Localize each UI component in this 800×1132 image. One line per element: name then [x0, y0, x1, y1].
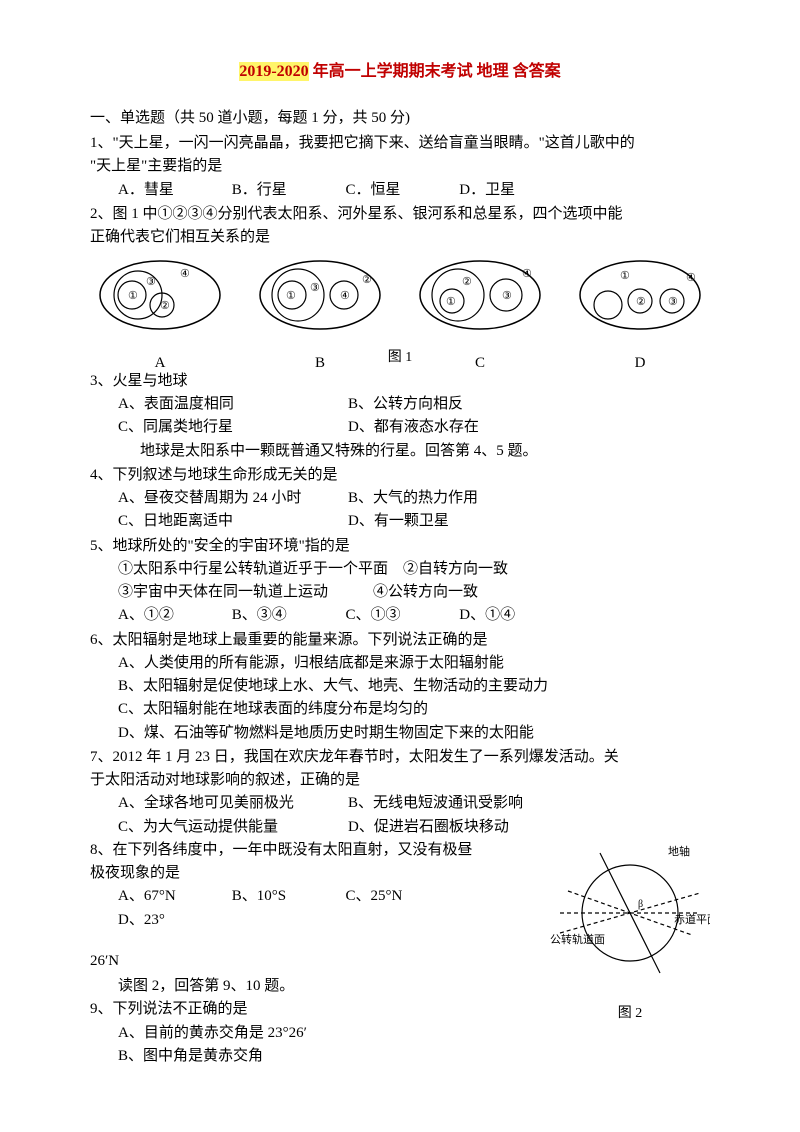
q3-opt-c: C、同属类地行星	[118, 416, 348, 439]
q4-stem: 4、下列叙述与地球生命形成无关的是	[90, 464, 710, 487]
q4-opt-c: C、日地距离适中	[118, 510, 348, 533]
q1-opt-c: C．恒星	[346, 179, 456, 202]
venn-d-label: D	[570, 352, 710, 375]
q7: 7、2012 年 1 月 23 日，我国在欢庆龙年春节时，太阳发生了一系列爆发活…	[90, 746, 710, 839]
q5-opt-d: D、①④	[459, 604, 569, 627]
q2-line2: 正确代表它们相互关系的是	[90, 226, 710, 249]
q3-options: A、表面温度相同B、公转方向相反 C、同属类地行星D、都有液态水存在	[90, 393, 710, 440]
svg-text:②: ②	[462, 276, 472, 288]
q6-opt-d: D、煤、石油等矿物燃料是地质历史时期生物固定下来的太阳能	[90, 722, 710, 745]
q3-opt-d: D、都有液态水存在	[348, 416, 578, 439]
venn-c-label: C	[410, 352, 550, 375]
q3-opt-b: B、公转方向相反	[348, 393, 578, 416]
q5-opt-a: A、①②	[118, 604, 228, 627]
q6: 6、太阳辐射是地球上最重要的能量来源。下列说法正确的是 A、人类使用的所有能源，…	[90, 629, 710, 745]
q7-line1: 7、2012 年 1 月 23 日，我国在欢庆龙年春节时，太阳发生了一系列爆发活…	[90, 746, 710, 769]
svg-text:β: β	[638, 899, 643, 910]
q8-opt-c: C、25°N	[346, 885, 456, 908]
q7-opt-b: B、无线电短波通讯受影响	[348, 792, 578, 815]
venn-b: ① ③ ④ ② B	[250, 255, 390, 345]
q7-opt-d: D、促进岩石圈板块移动	[348, 816, 578, 839]
svg-text:地轴: 地轴	[668, 844, 690, 858]
title-rest: 年高一上学期期末考试 地理 含答案	[309, 62, 561, 81]
q4: 4、下列叙述与地球生命形成无关的是 A、昼夜交替周期为 24 小时B、大气的热力…	[90, 464, 710, 534]
venn-d: ① ② ③ ④ D	[570, 255, 710, 345]
svg-text:④: ④	[522, 268, 532, 280]
svg-text:②: ②	[636, 296, 646, 308]
figure1-row: ① ② ③ ④ A ① ③ ④ ② B ① ② ③ ④	[90, 255, 710, 345]
q4-opt-d: D、有一颗卫星	[348, 510, 578, 533]
svg-text:③: ③	[146, 276, 156, 288]
q9-opt-b: B、图中角是黄赤交角	[90, 1045, 710, 1068]
q6-opt-c: C、太阳辐射能在地球表面的纬度分布是均匀的	[90, 698, 710, 721]
q8-opt-b: B、10°S	[232, 885, 342, 908]
svg-text:公转轨道面: 公转轨道面	[550, 932, 605, 946]
svg-text:③: ③	[502, 290, 512, 302]
q4-opt-a: A、昼夜交替周期为 24 小时	[118, 487, 348, 510]
q5-line3: ③宇宙中天体在同一轨道上运动 ④公转方向一致	[90, 581, 710, 604]
q1-line2: "天上星"主要指的是	[90, 155, 710, 178]
svg-text:①: ①	[620, 270, 630, 282]
q6-opt-b: B、太阳辐射是促使地球上水、大气、地壳、生物活动的主要动力	[90, 675, 710, 698]
svg-text:④: ④	[180, 268, 190, 280]
q5-line2: ①太阳系中行星公转轨道近乎于一个平面 ②自转方向一致	[90, 558, 710, 581]
q3: 3、火星与地球 A、表面温度相同B、公转方向相反 C、同属类地行星D、都有液态水…	[90, 370, 710, 463]
svg-text:②: ②	[362, 274, 372, 286]
q6-stem: 6、太阳辐射是地球上最重要的能量来源。下列说法正确的是	[90, 629, 710, 652]
title-highlight: 2019-2020	[239, 62, 308, 81]
venn-c: ① ② ③ ④ C	[410, 255, 550, 345]
svg-text:赤道平面: 赤道平面	[674, 912, 710, 926]
q5-opt-b: B、③④	[232, 604, 342, 627]
q6-opt-a: A、人类使用的所有能源，归根结底都是来源于太阳辐射能	[90, 652, 710, 675]
q5-options: A、①② B、③④ C、①③ D、①④	[90, 604, 710, 627]
q1: 1、"天上星，一闪一闪亮晶晶，我要把它摘下来、送给盲童当眼睛。"这首儿歌中的 "…	[90, 132, 710, 202]
figure2: 地轴 公转轨道面 赤道平面 β 图 2	[550, 843, 710, 993]
q1-opt-d: D．卫星	[459, 179, 569, 202]
svg-text:③: ③	[668, 296, 678, 308]
svg-text:③: ③	[310, 282, 320, 294]
q8-block: 地轴 公转轨道面 赤道平面 β 图 2 8、在下列各纬度中，一年中既没有太阳直射…	[90, 839, 710, 1068]
q4-opt-b: B、大气的热力作用	[348, 487, 578, 510]
q1-opt-b: B．行星	[232, 179, 342, 202]
q7-opt-c: C、为大气运动提供能量	[118, 816, 348, 839]
q2-line1: 2、图 1 中①②③④分别代表太阳系、河外星系、银河系和总星系，四个选项中能	[90, 203, 710, 226]
q7-opt-a: A、全球各地可见美丽极光	[118, 792, 348, 815]
q5: 5、地球所处的"安全的宇宙环境"指的是 ①太阳系中行星公转轨道近乎于一个平面 ②…	[90, 535, 710, 628]
svg-text:④: ④	[686, 272, 696, 284]
svg-text:①: ①	[286, 290, 296, 302]
q2: 2、图 1 中①②③④分别代表太阳系、河外星系、银河系和总星系，四个选项中能 正…	[90, 203, 710, 250]
q1-options: A．彗星 B．行星 C．恒星 D．卫星	[90, 179, 710, 202]
q3-note: 地球是太阳系中一颗既普通又特殊的行星。回答第 4、5 题。	[90, 440, 710, 463]
venn-a-label: A	[90, 352, 230, 375]
q3-opt-a: A、表面温度相同	[118, 393, 348, 416]
venn-a: ① ② ③ ④ A	[90, 255, 230, 345]
figure2-caption: 图 2	[550, 1003, 710, 1025]
svg-text:①: ①	[128, 290, 138, 302]
svg-text:①: ①	[446, 296, 456, 308]
q5-opt-c: C、①③	[346, 604, 456, 627]
svg-text:②: ②	[160, 300, 170, 312]
venn-b-label: B	[250, 352, 390, 375]
q5-stem: 5、地球所处的"安全的宇宙环境"指的是	[90, 535, 710, 558]
q1-line1: 1、"天上星，一闪一闪亮晶晶，我要把它摘下来、送给盲童当眼睛。"这首儿歌中的	[90, 132, 710, 155]
q8-opt-d: D、23°	[118, 909, 228, 932]
q7-options: A、全球各地可见美丽极光B、无线电短波通讯受影响 C、为大气运动提供能量D、促进…	[90, 792, 710, 839]
q7-line2: 于太阳活动对地球影响的叙述，正确的是	[90, 769, 710, 792]
section-header: 一、单选题（共 50 道小题，每题 1 分，共 50 分)	[90, 107, 710, 130]
svg-text:④: ④	[340, 290, 350, 302]
page-title: 2019-2020 年高一上学期期末考试 地理 含答案	[90, 60, 710, 85]
q1-opt-a: A．彗星	[118, 179, 228, 202]
q4-options: A、昼夜交替周期为 24 小时B、大气的热力作用 C、日地距离适中D、有一颗卫星	[90, 487, 710, 534]
q8-opt-a: A、67°N	[118, 885, 228, 908]
q9-opt-a: A、目前的黄赤交角是 23°26′	[90, 1022, 710, 1045]
